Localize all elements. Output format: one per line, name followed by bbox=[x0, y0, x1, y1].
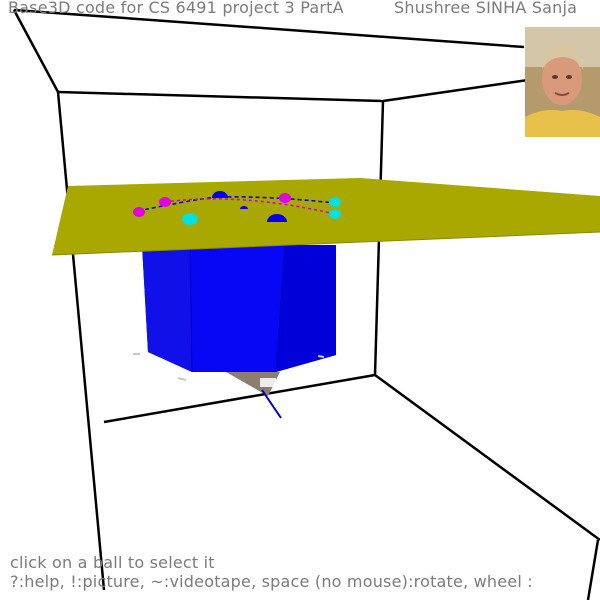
author-portrait-icon bbox=[525, 27, 600, 137]
status-message: click on a ball to select it bbox=[10, 553, 215, 572]
ball-magenta-2 bbox=[159, 197, 171, 207]
ball-cyan-2 bbox=[329, 197, 341, 207]
yellow-plane[interactable] bbox=[51, 178, 600, 256]
ball-cyan-1 bbox=[182, 213, 198, 225]
blue-prism[interactable] bbox=[142, 244, 336, 373]
floor-shadow-marks bbox=[133, 353, 325, 381]
control-balls[interactable] bbox=[133, 191, 341, 225]
project-title: Base3D code for CS 6491 project 3 PartA bbox=[8, 0, 344, 17]
cursor-marker bbox=[226, 372, 282, 419]
trajectory-curve bbox=[137, 196, 336, 215]
ball-blue-1 bbox=[212, 191, 228, 198]
ball-blue-3 bbox=[240, 206, 248, 209]
help-shortcuts: ?:help, !:picture, ~:videotape, space (n… bbox=[10, 572, 533, 591]
author-names: Shushree SINHA Sanja bbox=[394, 0, 578, 17]
ball-magenta-1 bbox=[133, 207, 145, 217]
ball-magenta-3 bbox=[279, 193, 291, 203]
ball-cyan-3 bbox=[329, 209, 341, 219]
ball-blue-2 bbox=[267, 214, 287, 222]
